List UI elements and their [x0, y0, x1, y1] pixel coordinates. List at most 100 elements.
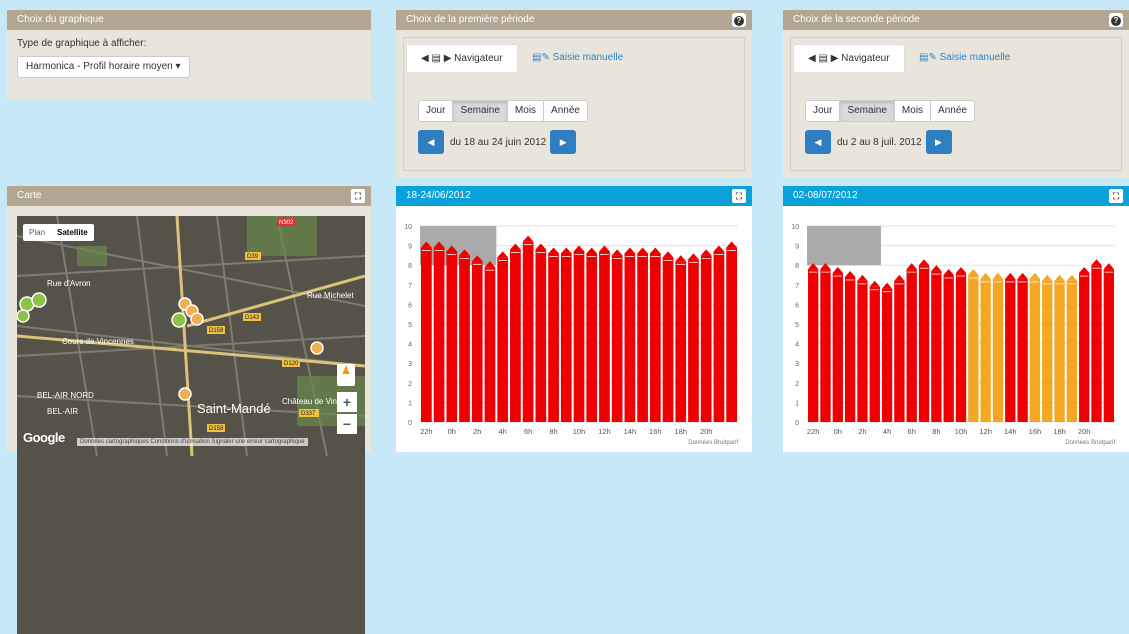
bar — [688, 259, 699, 422]
bar — [421, 247, 432, 422]
bar — [1042, 280, 1053, 422]
help-icon[interactable]: ? — [732, 13, 746, 27]
bar-peak — [1054, 274, 1065, 281]
road-label: N302 — [279, 220, 294, 226]
chart-svg: 0 1 2 3 4 5 6 7 8 9 10 22h 0h 2h 4h 6h 8h 10h 12h 14h 16h 18h… — [404, 224, 738, 446]
bar — [808, 269, 819, 422]
bar-peak — [573, 245, 585, 252]
tab-navigator[interactable]: ◀ ▤ ▶ Navigateur — [406, 44, 518, 72]
map-header: Carte ⛶ — [7, 186, 371, 206]
street-label: Rue d'Avron — [47, 279, 91, 288]
next-period-button[interactable]: ▶ — [550, 130, 577, 154]
expand-icon[interactable]: ⛶ — [1109, 189, 1123, 203]
bar-peak — [844, 270, 856, 277]
x-tick-label: 18h — [675, 427, 688, 436]
granularity-year-button[interactable]: Année — [543, 100, 588, 122]
bar — [881, 288, 893, 422]
x-tick-label: 0h — [448, 427, 456, 436]
satellite-map[interactable]: D39 D143 D158 D120 D337 D158 N302 Rue d'… — [17, 216, 365, 634]
graph-type-dropdown[interactable]: Harmonica - Profil horaire moyen ▾ — [17, 56, 190, 78]
bar-peak — [586, 247, 598, 254]
granularity-week-button[interactable]: Semaine — [452, 100, 508, 122]
bar-peak — [1042, 274, 1053, 281]
bar-peak — [1091, 259, 1102, 266]
chart-title: 02-08/07/2012 — [793, 190, 858, 201]
bar-peak — [510, 243, 521, 250]
tab-manual-entry[interactable]: ▤✎ Saisie manuelle — [532, 52, 624, 63]
bar — [1017, 278, 1028, 422]
tab-navigator[interactable]: ◀ ▤ ▶ Navigateur — [793, 44, 905, 72]
graph-choice-panel: Choix du graphique Type de graphique à a… — [7, 10, 371, 100]
y-tick-label: 7 — [795, 283, 799, 290]
street-view-pegman-icon[interactable]: ♟ — [337, 364, 355, 386]
bar — [713, 251, 725, 422]
period1-granularity-group: Jour Semaine Mois Année — [418, 100, 588, 122]
y-tick-label: 9 — [408, 244, 412, 251]
granularity-day-button[interactable]: Jour — [418, 100, 454, 122]
bar — [894, 280, 905, 422]
bar-peak — [611, 249, 623, 256]
map-plan-button[interactable]: Plan — [29, 228, 46, 237]
graph-type-selected: Harmonica - Profil horaire moyen — [26, 61, 173, 72]
period1-nav-row: ◀ du 18 au 24 juin 2012 ▶ — [418, 130, 577, 154]
granularity-year-button[interactable]: Année — [930, 100, 975, 122]
bar-peak — [931, 265, 942, 272]
bar-peak — [980, 272, 991, 279]
bar — [586, 253, 598, 422]
bar — [832, 273, 843, 422]
bar — [980, 278, 991, 422]
expand-icon[interactable]: ⛶ — [351, 189, 365, 203]
x-tick-label: 14h — [1004, 427, 1017, 436]
x-tick-label: 10h — [955, 427, 968, 436]
bar — [1054, 280, 1065, 422]
chart-title: 18-24/06/2012 — [406, 190, 471, 201]
bar-peak — [560, 247, 572, 254]
y-tick-label: 8 — [795, 263, 799, 270]
granularity-day-button[interactable]: Jour — [805, 100, 841, 122]
bar-peak — [857, 274, 868, 281]
granularity-month-button[interactable]: Mois — [893, 100, 932, 122]
bar-peak — [832, 267, 843, 274]
prev-period-button[interactable]: ◀ — [805, 130, 831, 154]
x-tick-label: 22h — [420, 427, 433, 436]
map-title: Carte — [17, 190, 42, 201]
bar-peak — [548, 247, 559, 254]
map-attribution[interactable]: Données cartographiques Conditions d'uti… — [77, 438, 308, 446]
y-tick-label: 0 — [795, 420, 799, 427]
bar-peak — [968, 269, 979, 275]
period2-granularity-group: Jour Semaine Mois Année — [805, 100, 975, 122]
granularity-month-button[interactable]: Mois — [506, 100, 545, 122]
expand-icon[interactable]: ⛶ — [732, 189, 746, 203]
bar — [675, 261, 687, 422]
bar-peak — [918, 259, 930, 266]
tab-manual-entry[interactable]: ▤✎ Saisie manuelle — [919, 52, 1011, 63]
zoom-in-button[interactable]: + — [337, 392, 357, 412]
bar — [1005, 278, 1016, 422]
bar — [624, 253, 636, 422]
bar-peak — [713, 245, 725, 252]
bar-peak — [1017, 272, 1028, 279]
calendar-edit-icon: ▤✎ — [532, 52, 550, 63]
bar-peak — [624, 247, 636, 254]
x-tick-label: 12h — [598, 427, 611, 436]
zoom-out-button[interactable]: − — [337, 414, 357, 434]
granularity-week-button[interactable]: Semaine — [839, 100, 895, 122]
x-tick-label: 22h — [807, 427, 820, 436]
map-satellite-button[interactable]: Satellite — [57, 228, 88, 237]
period1-header: Choix de la première période ? — [396, 10, 752, 30]
y-tick-label: 7 — [408, 283, 412, 290]
bar — [1091, 265, 1102, 422]
bar-peak — [894, 274, 905, 281]
x-tick-label: 0h — [834, 427, 842, 436]
bar — [446, 251, 458, 422]
bar-peak — [881, 282, 893, 289]
prev-period-button[interactable]: ◀ — [418, 130, 444, 154]
x-tick-label: 16h — [649, 427, 662, 436]
y-tick-label: 2 — [408, 381, 412, 388]
y-tick-label: 0 — [408, 420, 412, 427]
help-icon[interactable]: ? — [1109, 13, 1123, 27]
next-period-button[interactable]: ▶ — [925, 130, 952, 154]
graph-choice-header: Choix du graphique — [7, 10, 371, 30]
bar — [560, 253, 572, 422]
bar — [906, 269, 917, 422]
